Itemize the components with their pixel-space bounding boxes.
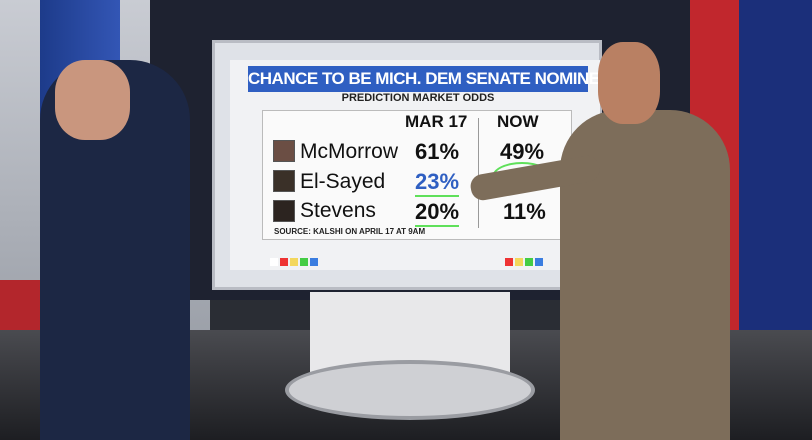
color-swatch[interactable]	[270, 258, 278, 266]
color-swatch[interactable]	[310, 258, 318, 266]
column-header-now: NOW	[497, 112, 539, 131]
odds-now: 11%	[503, 199, 546, 224]
presenter-right-head	[598, 42, 660, 124]
candidate-name: McMorrow	[300, 140, 398, 163]
candidate-name: Stevens	[300, 199, 376, 222]
odds-mar17: 20%	[415, 199, 460, 227]
color-swatch[interactable]	[525, 258, 533, 266]
candidate-photo	[273, 140, 295, 162]
source-note: SOURCE: KALSHI ON APRIL 17 AT 9AM	[274, 227, 426, 236]
anchor-left-head	[55, 60, 130, 140]
screen-pedestal	[310, 292, 510, 372]
graphic-subtitle: PREDICTION MARKET ODDS	[341, 92, 495, 104]
column-divider	[478, 118, 479, 228]
color-swatch[interactable]	[290, 258, 298, 266]
odds-mar17: 61%	[415, 139, 460, 164]
odds-mar17: 23%	[415, 169, 460, 197]
color-swatch[interactable]	[535, 258, 543, 266]
candidate-photo	[273, 170, 295, 192]
candidate-name: El-Sayed	[300, 170, 386, 193]
color-swatch[interactable]	[280, 258, 288, 266]
color-swatch[interactable]	[505, 258, 513, 266]
color-swatch[interactable]	[300, 258, 308, 266]
column-header-mar17: MAR 17	[405, 112, 468, 131]
graphic-title: CHANCE TO BE MICH. DEM SENATE NOMINEE	[248, 66, 611, 92]
color-swatch[interactable]	[515, 258, 523, 266]
pedestal-base	[285, 360, 535, 420]
odds-now: 49%	[500, 139, 545, 164]
candidate-photo	[273, 200, 295, 222]
